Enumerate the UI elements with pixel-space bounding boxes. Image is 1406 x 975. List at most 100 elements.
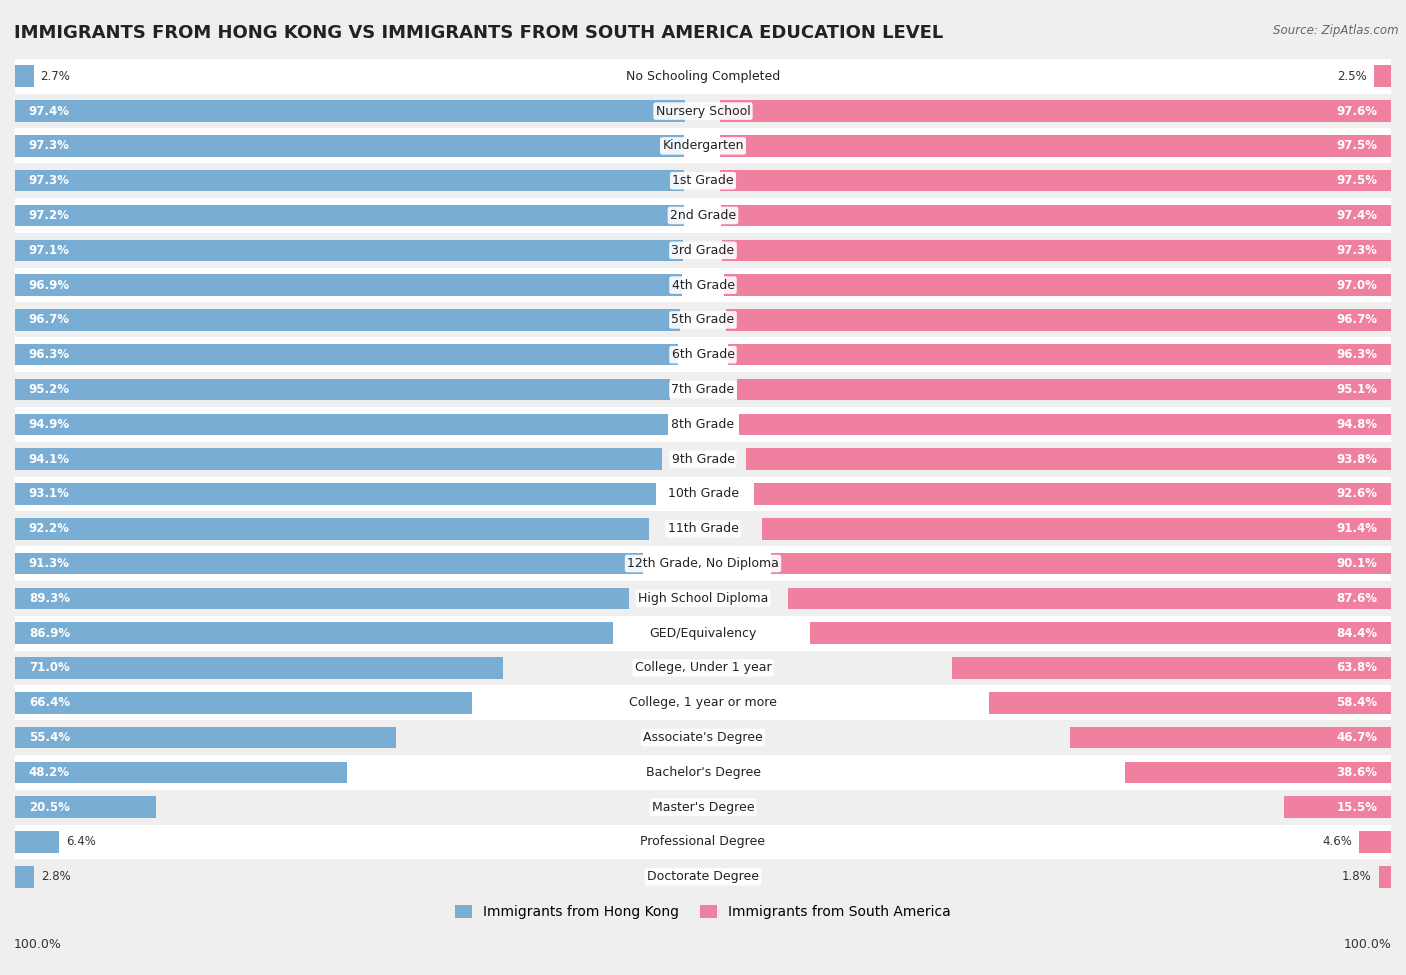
Bar	[720, 136, 1391, 157]
Bar	[15, 761, 347, 783]
Bar	[15, 302, 1391, 337]
Bar	[745, 448, 1391, 470]
Bar	[15, 518, 650, 539]
Bar	[15, 553, 643, 574]
Bar	[15, 100, 685, 122]
Bar	[15, 588, 630, 609]
Bar	[15, 198, 1391, 233]
Bar	[721, 240, 1391, 261]
Bar	[15, 755, 1391, 790]
Bar	[737, 378, 1391, 401]
Text: 96.7%: 96.7%	[1336, 313, 1378, 327]
Bar	[15, 309, 681, 331]
Text: No Schooling Completed: No Schooling Completed	[626, 70, 780, 83]
Bar	[770, 553, 1391, 574]
Bar	[789, 588, 1391, 609]
Text: 96.9%: 96.9%	[28, 279, 70, 292]
Bar	[720, 100, 1391, 122]
Bar	[725, 309, 1391, 331]
Text: 96.3%: 96.3%	[28, 348, 70, 361]
Text: 2.8%: 2.8%	[41, 871, 70, 883]
Text: Nursery School: Nursery School	[655, 104, 751, 118]
Text: 55.4%: 55.4%	[28, 731, 70, 744]
Text: 38.6%: 38.6%	[1336, 765, 1378, 779]
Bar	[15, 831, 59, 853]
Bar	[15, 657, 503, 679]
Text: 63.8%: 63.8%	[1336, 661, 1378, 675]
Text: 97.5%: 97.5%	[1336, 175, 1378, 187]
Bar	[728, 344, 1391, 366]
Text: 97.3%: 97.3%	[28, 139, 70, 152]
Bar	[15, 163, 1391, 198]
Text: 4th Grade: 4th Grade	[672, 279, 734, 292]
Text: Professional Degree: Professional Degree	[641, 836, 765, 848]
Bar	[15, 484, 655, 505]
Text: 20.5%: 20.5%	[28, 800, 70, 814]
Text: 97.6%: 97.6%	[1336, 104, 1378, 118]
Text: 48.2%: 48.2%	[28, 765, 70, 779]
Bar	[1125, 761, 1391, 783]
Text: Associate's Degree: Associate's Degree	[643, 731, 763, 744]
Text: 11th Grade: 11th Grade	[668, 523, 738, 535]
Bar	[15, 477, 1391, 511]
Text: 66.4%: 66.4%	[28, 696, 70, 709]
Bar	[724, 274, 1391, 295]
Bar	[810, 622, 1391, 644]
Bar	[15, 790, 1391, 825]
Text: IMMIGRANTS FROM HONG KONG VS IMMIGRANTS FROM SOUTH AMERICA EDUCATION LEVEL: IMMIGRANTS FROM HONG KONG VS IMMIGRANTS …	[14, 24, 943, 42]
Text: 94.1%: 94.1%	[28, 452, 70, 466]
Text: College, Under 1 year: College, Under 1 year	[634, 661, 772, 675]
Text: 95.2%: 95.2%	[28, 383, 70, 396]
Bar	[1379, 866, 1391, 887]
Text: 7th Grade: 7th Grade	[672, 383, 734, 396]
Bar	[15, 546, 1391, 581]
Text: 93.1%: 93.1%	[28, 488, 70, 500]
Text: 100.0%: 100.0%	[1344, 938, 1392, 951]
Text: 12th Grade, No Diploma: 12th Grade, No Diploma	[627, 557, 779, 570]
Bar	[15, 866, 34, 887]
Bar	[15, 65, 34, 87]
Text: 93.8%: 93.8%	[1336, 452, 1378, 466]
Bar	[15, 233, 1391, 268]
Bar	[1374, 65, 1391, 87]
Text: 97.2%: 97.2%	[28, 209, 70, 222]
Bar	[15, 274, 682, 295]
Text: 58.4%: 58.4%	[1336, 696, 1378, 709]
Text: College, 1 year or more: College, 1 year or more	[628, 696, 778, 709]
Text: Master's Degree: Master's Degree	[652, 800, 754, 814]
Bar	[15, 413, 668, 435]
Text: Doctorate Degree: Doctorate Degree	[647, 871, 759, 883]
Bar	[720, 170, 1391, 191]
Bar	[15, 94, 1391, 129]
Bar	[15, 205, 683, 226]
Bar	[754, 484, 1391, 505]
Text: 46.7%: 46.7%	[1336, 731, 1378, 744]
Text: 15.5%: 15.5%	[1336, 800, 1378, 814]
Bar	[1070, 726, 1391, 749]
Bar	[15, 797, 156, 818]
Text: 89.3%: 89.3%	[28, 592, 70, 604]
Text: 8th Grade: 8th Grade	[672, 418, 734, 431]
Bar	[15, 372, 1391, 407]
Text: 97.1%: 97.1%	[28, 244, 70, 256]
Text: High School Diploma: High School Diploma	[638, 592, 768, 604]
Text: 1st Grade: 1st Grade	[672, 175, 734, 187]
Text: 90.1%: 90.1%	[1336, 557, 1378, 570]
Bar	[15, 378, 671, 401]
Text: 2.7%: 2.7%	[41, 70, 70, 83]
Text: Bachelor's Degree: Bachelor's Degree	[645, 765, 761, 779]
Bar	[15, 407, 1391, 442]
Text: 97.4%: 97.4%	[1336, 209, 1378, 222]
Text: 1.8%: 1.8%	[1341, 871, 1372, 883]
Text: 86.9%: 86.9%	[28, 627, 70, 640]
Bar	[15, 136, 685, 157]
Bar	[15, 170, 685, 191]
Bar	[738, 413, 1391, 435]
Bar	[15, 268, 1391, 302]
Bar	[15, 825, 1391, 859]
Bar	[15, 337, 1391, 372]
Bar	[15, 685, 1391, 721]
Bar	[952, 657, 1391, 679]
Text: 91.4%: 91.4%	[1336, 523, 1378, 535]
Legend: Immigrants from Hong Kong, Immigrants from South America: Immigrants from Hong Kong, Immigrants fr…	[450, 900, 956, 925]
